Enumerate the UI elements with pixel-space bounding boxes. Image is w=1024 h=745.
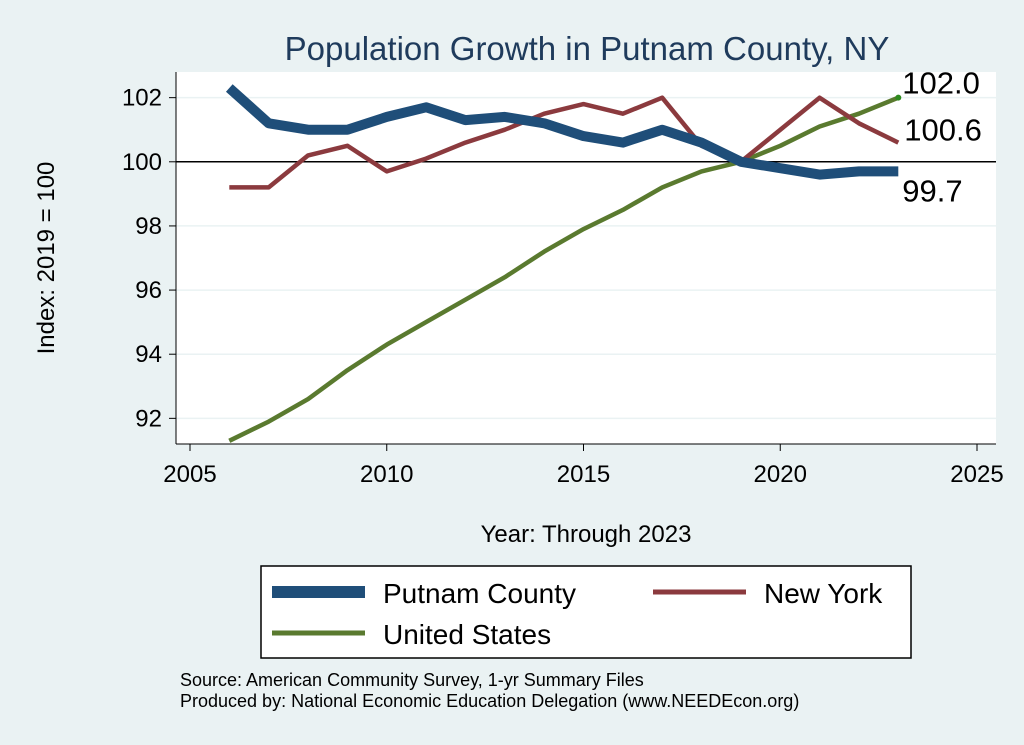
axis-ticks: 92 94 96 98 100 102 2005 2010 2015 2020 2025	[122, 85, 1004, 488]
legend-label-new-york: New York	[764, 578, 883, 609]
y-tick-label-94: 94	[135, 341, 162, 368]
chart-title: Population Growth in Putnam County, NY	[285, 30, 890, 67]
end-label-putnam-county: 99.7	[902, 173, 962, 208]
y-tick-label-92: 92	[135, 405, 162, 432]
x-tick-label-2005: 2005	[163, 461, 216, 488]
x-tick-label-2025: 2025	[950, 461, 1003, 488]
legend-label-putnam: Putnam County	[383, 578, 576, 609]
series-line-united-states	[228, 95, 900, 443]
y-tick-label-98: 98	[135, 213, 162, 240]
end-label-new-york: 100.6	[904, 113, 982, 148]
x-axis-title: Year: Through 2023	[481, 521, 692, 548]
series-lines	[225, 84, 900, 443]
y-tick-label-102: 102	[122, 85, 162, 112]
source-note: Source: American Community Survey, 1-yr …	[180, 670, 644, 690]
y-axis-title: Index: 2019 = 100	[33, 162, 60, 355]
x-tick-label-2020: 2020	[754, 461, 807, 488]
series-line-new-york	[229, 95, 900, 190]
producer-note: Produced by: National Economic Education…	[180, 691, 799, 711]
end-marker-united-states	[895, 94, 902, 101]
end-labels: 102.0 100.6 99.7	[895, 66, 982, 208]
y-tick-label-100: 100	[122, 149, 162, 176]
end-label-united-states: 102.0	[902, 66, 980, 101]
legend-box	[260, 565, 912, 659]
x-tick-label-2015: 2015	[557, 461, 610, 488]
series-line-putnam-county	[225, 84, 899, 180]
x-tick-label-2010: 2010	[360, 461, 413, 488]
legend-label-united-states: United States	[383, 619, 551, 650]
legend: Putnam County New York United States	[260, 565, 912, 659]
y-tick-label-96: 96	[135, 277, 162, 304]
